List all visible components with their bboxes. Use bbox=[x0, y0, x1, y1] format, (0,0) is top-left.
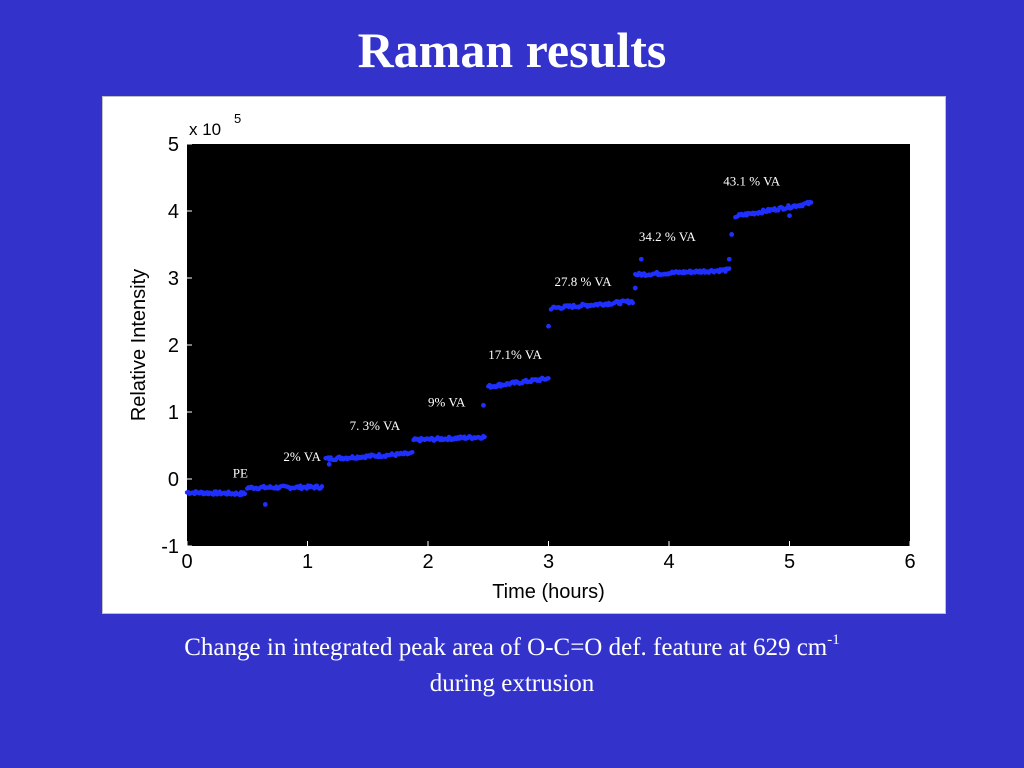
data-point bbox=[808, 200, 814, 205]
series-annotation: 43.1 % VA bbox=[723, 174, 781, 189]
caption-superscript: -1 bbox=[827, 632, 840, 648]
x-tick-label: 6 bbox=[904, 551, 915, 573]
data-point bbox=[319, 484, 325, 489]
y-axis-label: Relative Intensity bbox=[128, 269, 150, 421]
data-point bbox=[326, 461, 332, 467]
y-tick-label: 5 bbox=[168, 134, 179, 156]
x-tick-label: 2 bbox=[422, 551, 433, 573]
data-point bbox=[410, 449, 415, 455]
plot-area bbox=[187, 144, 910, 546]
series-annotation: 2% VA bbox=[283, 449, 321, 464]
data-point bbox=[638, 256, 644, 262]
series-annotation: PE bbox=[233, 466, 248, 481]
data-point bbox=[481, 402, 486, 408]
x-tick-label: 5 bbox=[784, 551, 795, 573]
x-axis-label: Time (hours) bbox=[492, 581, 605, 603]
data-point bbox=[727, 266, 732, 271]
figure-caption: Change in integrated peak area of O-C=O … bbox=[0, 630, 1024, 702]
chart-figure: 0 1 2 3 4 5 6 -1 0 1 2 3 4 5 Time (hours) Relative Inte… bbox=[102, 96, 946, 614]
y-tick-label: 3 bbox=[168, 268, 179, 290]
y-tick-label: 1 bbox=[168, 402, 179, 424]
slide-title: Raman results bbox=[357, 22, 667, 78]
x-tick-label: 0 bbox=[181, 551, 192, 573]
x-tick-label: 3 bbox=[543, 551, 554, 573]
y-tick-label: 2 bbox=[168, 335, 179, 357]
y-tick-label: 4 bbox=[168, 201, 179, 223]
data-point bbox=[787, 213, 792, 219]
series-annotation: 27.8 % VA bbox=[555, 274, 613, 289]
series-annotation: 17.1% VA bbox=[488, 347, 542, 362]
caption-text-line2: during extrusion bbox=[429, 670, 595, 697]
y-multiplier-exponent: 5 bbox=[234, 111, 241, 126]
data-point bbox=[546, 323, 551, 329]
data-point bbox=[262, 502, 268, 507]
x-tick-label: 4 bbox=[663, 551, 674, 573]
data-point bbox=[729, 232, 735, 237]
y-tick-label: 0 bbox=[168, 469, 179, 491]
caption-text: Change in integrated peak area of O-C=O … bbox=[184, 634, 828, 661]
data-point bbox=[630, 300, 636, 306]
data-point bbox=[632, 285, 638, 291]
y-multiplier-label: x 10 bbox=[189, 120, 221, 139]
data-point bbox=[726, 256, 732, 262]
data-point bbox=[546, 376, 551, 381]
series-annotation: 34.2 % VA bbox=[639, 229, 697, 244]
data-point bbox=[242, 491, 248, 497]
series-annotation: 7. 3% VA bbox=[350, 418, 401, 433]
x-tick-label: 1 bbox=[302, 551, 313, 573]
y-tick-label: -1 bbox=[161, 536, 179, 558]
data-point bbox=[482, 434, 487, 440]
series-annotation: 9% VA bbox=[428, 395, 466, 410]
